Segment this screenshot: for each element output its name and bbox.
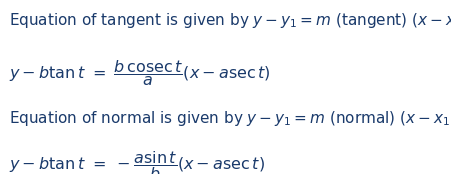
Text: $y - b\tan t\ =\ \dfrac{b\,\mathrm{cosec}\, t}{a}(x - a\sec t)$: $y - b\tan t\ =\ \dfrac{b\,\mathrm{cosec… — [9, 58, 271, 88]
Text: $y - b\tan t\ =\ -\dfrac{a\sin t}{b}(x - a\sec t)$: $y - b\tan t\ =\ -\dfrac{a\sin t}{b}(x -… — [9, 149, 265, 174]
Text: Equation of normal is given by $y - y_1 = m$ (normal) $(x - x_1)$: Equation of normal is given by $y - y_1 … — [9, 109, 451, 128]
Text: Equation of tangent is given by $y - y_1 = m$ (tangent) $(x - x_1)$: Equation of tangent is given by $y - y_1… — [9, 11, 451, 30]
